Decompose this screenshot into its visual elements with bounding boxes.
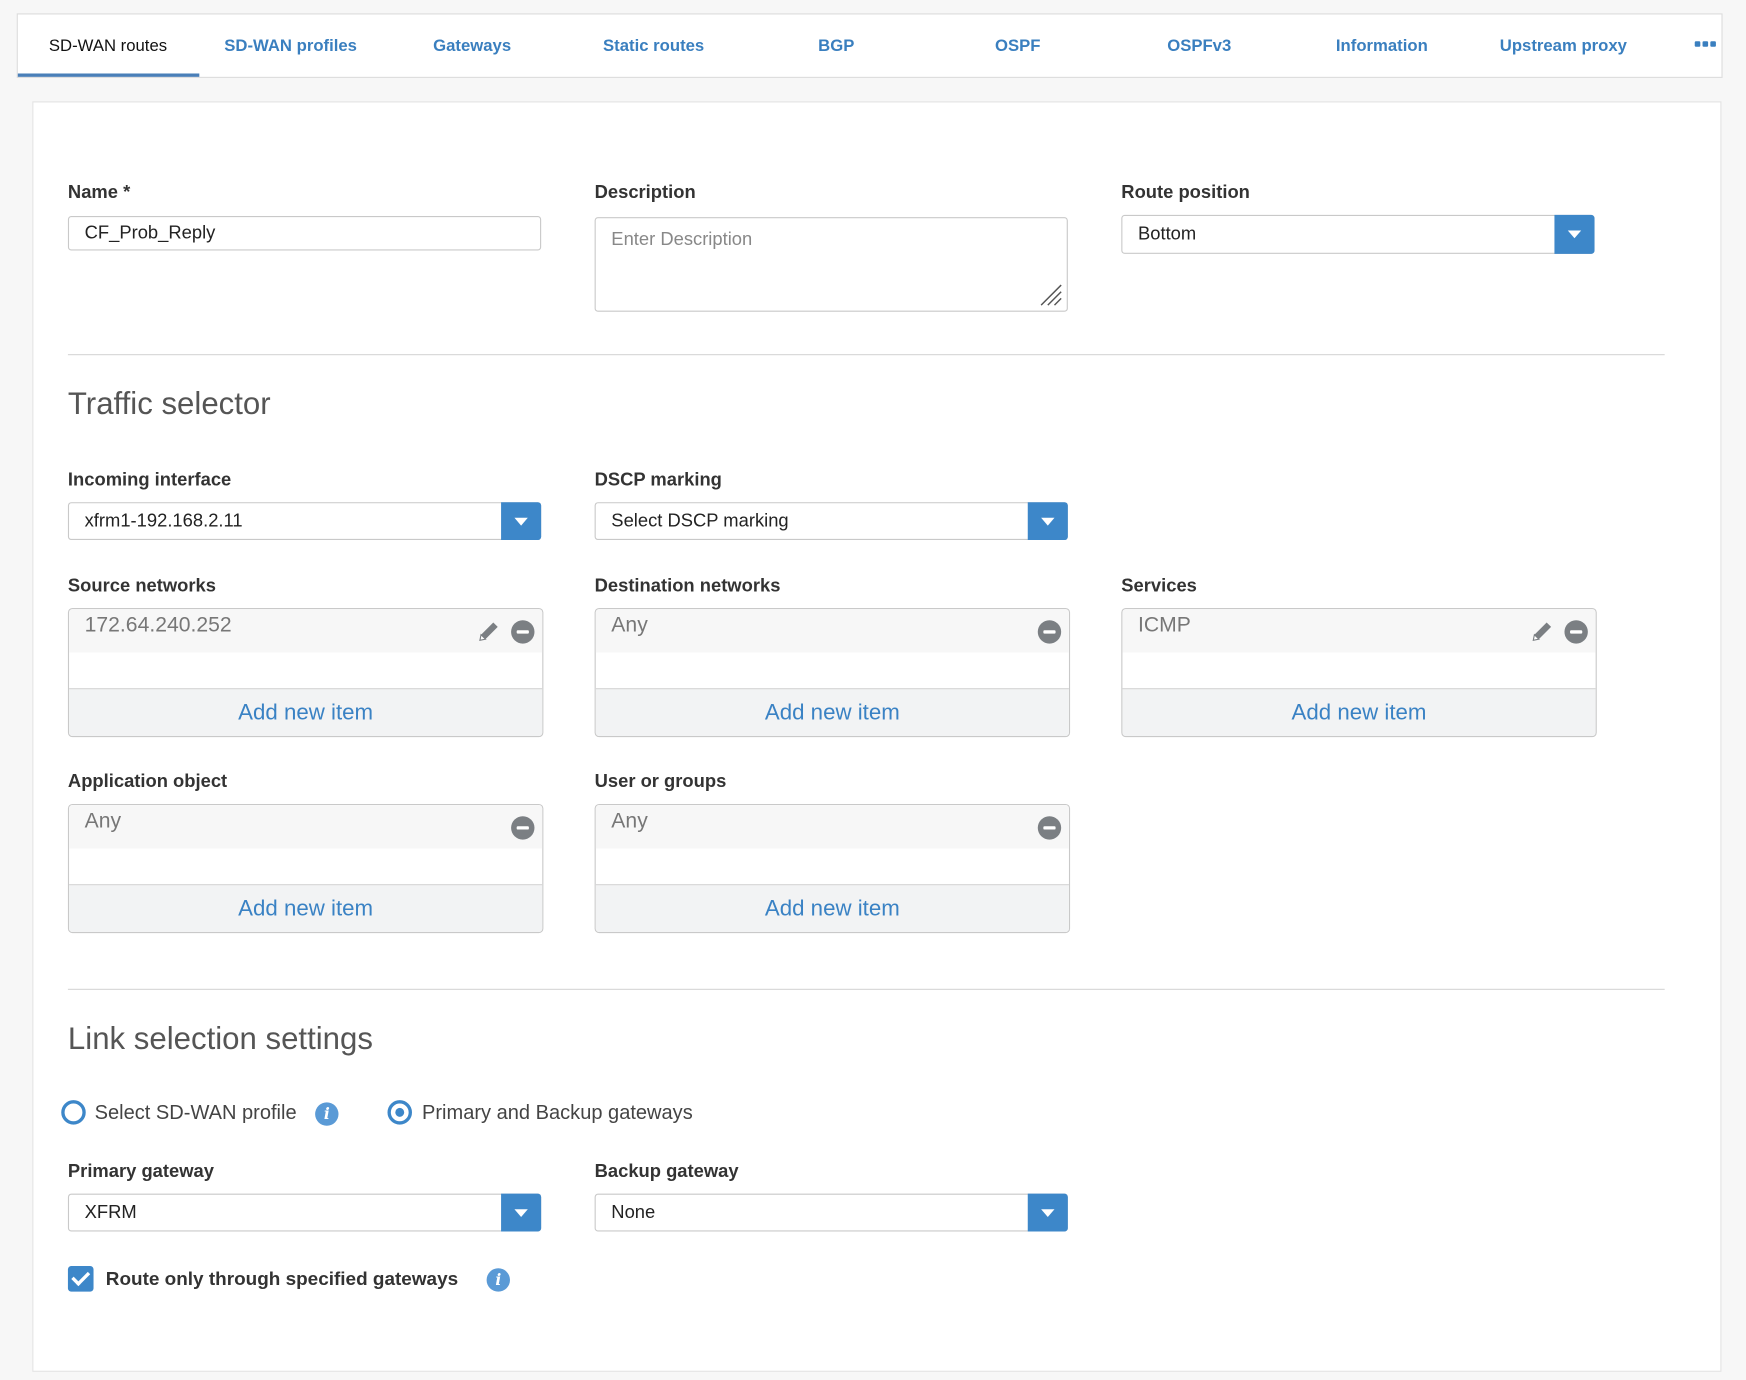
radio-primary-backup-gateways[interactable] bbox=[387, 1100, 412, 1125]
list-item-value: Any bbox=[84, 809, 122, 833]
tab-sd-wan-profiles[interactable]: SD-WAN profiles bbox=[224, 36, 357, 56]
pencil-icon[interactable] bbox=[475, 618, 502, 645]
remove-icon[interactable] bbox=[511, 620, 535, 644]
source-networks-list: 172.64.240.252 Add new item bbox=[67, 607, 544, 738]
divider bbox=[67, 354, 1665, 356]
route-only-checkbox[interactable] bbox=[67, 1266, 94, 1292]
remove-icon[interactable] bbox=[1037, 620, 1062, 644]
radio-primary-backup-label[interactable]: Primary and Backup gateways bbox=[422, 1101, 693, 1124]
chevron-down-icon[interactable] bbox=[501, 1193, 542, 1232]
list-item: ICMP bbox=[1122, 609, 1596, 653]
description-placeholder: Enter Description bbox=[611, 229, 753, 250]
list-item-value: Any bbox=[611, 613, 648, 637]
link-selection-heading: Link selection settings bbox=[67, 1021, 373, 1056]
tab-gateways[interactable]: Gateways bbox=[433, 36, 512, 56]
route-position-label: Route position bbox=[1121, 182, 1250, 203]
services-label: Services bbox=[1121, 575, 1197, 596]
remove-icon[interactable] bbox=[1564, 620, 1588, 644]
add-new-item-button[interactable]: Add new item bbox=[69, 688, 543, 737]
info-icon[interactable]: i bbox=[486, 1268, 510, 1292]
description-label: Description bbox=[594, 182, 696, 203]
backup-gateway-label: Backup gateway bbox=[594, 1161, 739, 1182]
incoming-interface-label: Incoming interface bbox=[67, 469, 232, 490]
add-new-item-button[interactable]: Add new item bbox=[69, 884, 543, 932]
name-label: Name * bbox=[67, 182, 131, 203]
user-or-groups-label: User or groups bbox=[594, 771, 727, 792]
primary-gateway-label: Primary gateway bbox=[67, 1161, 214, 1182]
tab-ospfv3[interactable]: OSPFv3 bbox=[1167, 36, 1232, 56]
chevron-down-icon[interactable] bbox=[1554, 214, 1595, 254]
backup-gateway-select[interactable]: None bbox=[594, 1193, 1068, 1232]
list-item: Any bbox=[595, 805, 1069, 849]
destination-networks-list: Any Add new item bbox=[594, 607, 1071, 738]
tab-ospf[interactable]: OSPF bbox=[994, 36, 1041, 56]
primary-gateway-value: XFRM bbox=[84, 1202, 137, 1223]
dscp-marking-select[interactable]: Select DSCP marking bbox=[594, 502, 1068, 541]
primary-gateway-select[interactable]: XFRM bbox=[67, 1193, 542, 1232]
services-list: ICMP Add new item bbox=[1121, 607, 1597, 738]
add-new-item-button[interactable]: Add new item bbox=[595, 884, 1069, 932]
chevron-down-icon[interactable] bbox=[1027, 1193, 1068, 1232]
tab-information[interactable]: Information bbox=[1335, 36, 1428, 56]
resize-handle-icon[interactable] bbox=[1039, 283, 1063, 307]
route-position-value: Bottom bbox=[1137, 223, 1197, 244]
name-input[interactable]: CF_Prob_Reply bbox=[67, 216, 542, 251]
chevron-down-icon[interactable] bbox=[1027, 502, 1068, 541]
info-icon[interactable]: i bbox=[315, 1102, 339, 1126]
tab-upstream-proxy[interactable]: Upstream proxy bbox=[1499, 36, 1627, 56]
tab-bar: SD-WAN routes SD-WAN profiles Gateways S… bbox=[16, 13, 1723, 78]
traffic-selector-heading: Traffic selector bbox=[67, 386, 271, 421]
incoming-interface-value: xfrm1-192.168.2.11 bbox=[84, 510, 243, 531]
add-new-item-button[interactable]: Add new item bbox=[595, 688, 1069, 737]
ellipsis-icon[interactable] bbox=[1694, 41, 1716, 47]
tab-bgp[interactable]: BGP bbox=[818, 36, 855, 56]
route-position-select[interactable]: Bottom bbox=[1121, 214, 1595, 254]
remove-icon[interactable] bbox=[511, 816, 535, 840]
list-item-value: 172.64.240.252 bbox=[84, 613, 232, 637]
user-or-groups-list: Any Add new item bbox=[594, 803, 1071, 934]
radio-sdwan-profile-label[interactable]: Select SD-WAN profile bbox=[94, 1101, 297, 1124]
list-item-value: ICMP bbox=[1137, 613, 1191, 637]
destination-networks-label: Destination networks bbox=[594, 575, 781, 596]
remove-icon[interactable] bbox=[1037, 816, 1062, 840]
add-new-item-button[interactable]: Add new item bbox=[1122, 688, 1596, 737]
list-item: Any bbox=[595, 609, 1069, 653]
list-item: Any bbox=[69, 805, 543, 849]
name-value: CF_Prob_Reply bbox=[84, 222, 216, 243]
chevron-down-icon[interactable] bbox=[501, 502, 542, 541]
dscp-marking-label: DSCP marking bbox=[594, 469, 722, 490]
backup-gateway-value: None bbox=[611, 1202, 656, 1223]
source-networks-label: Source networks bbox=[67, 575, 216, 596]
dscp-marking-value: Select DSCP marking bbox=[611, 510, 789, 531]
tab-static-routes[interactable]: Static routes bbox=[603, 36, 705, 56]
active-tab-indicator bbox=[17, 73, 200, 77]
application-object-list: Any Add new item bbox=[67, 803, 544, 934]
divider bbox=[67, 988, 1665, 990]
radio-sdwan-profile[interactable] bbox=[61, 1100, 86, 1125]
pencil-icon[interactable] bbox=[1529, 618, 1556, 645]
description-textarea[interactable]: Enter Description bbox=[594, 217, 1068, 312]
list-item: 172.64.240.252 bbox=[69, 609, 543, 653]
list-item-value: Any bbox=[611, 809, 648, 833]
application-object-label: Application object bbox=[67, 771, 228, 792]
route-only-label[interactable]: Route only through specified gateways bbox=[105, 1268, 459, 1290]
tab-sd-wan-routes[interactable]: SD-WAN routes bbox=[48, 36, 168, 56]
incoming-interface-select[interactable]: xfrm1-192.168.2.11 bbox=[67, 502, 542, 541]
